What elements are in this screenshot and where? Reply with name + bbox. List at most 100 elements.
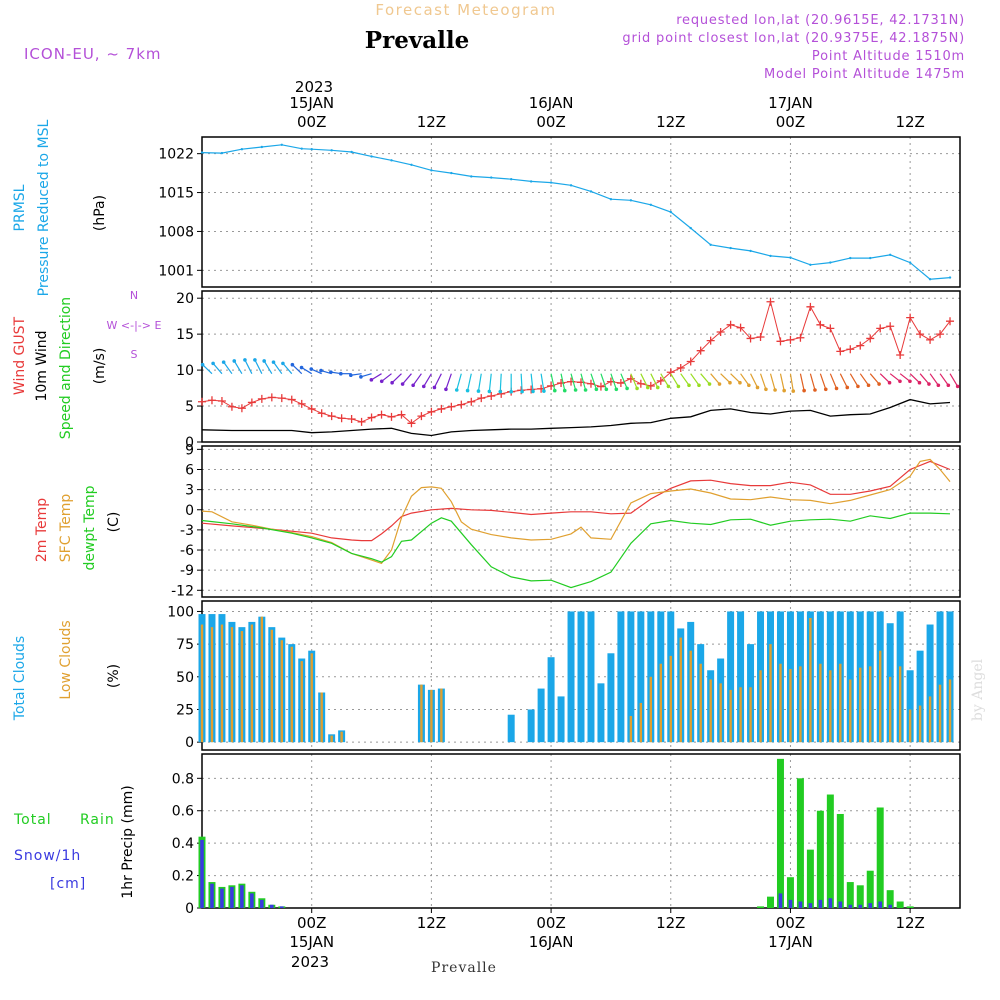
wind-barb-head xyxy=(717,382,722,386)
y-tick-label: 0 xyxy=(185,901,194,917)
label-pressure-unit: (hPa) xyxy=(92,195,108,231)
compass-s: S xyxy=(131,348,138,361)
wind-gust-point xyxy=(557,379,566,388)
wind-barb xyxy=(889,373,901,382)
cloud-total-bar xyxy=(577,611,585,743)
wind-gust-point xyxy=(387,412,396,421)
y-tick-label: -6 xyxy=(180,543,194,559)
top-day-label: 16JAN xyxy=(529,94,574,112)
pressure-point xyxy=(450,171,453,175)
wind-barb xyxy=(610,373,617,390)
wind-barb xyxy=(244,359,253,374)
precip-total-bar xyxy=(767,896,774,908)
pressure-point xyxy=(709,243,712,246)
model-altitude: Model Point Altitude 1475m xyxy=(764,67,965,82)
pressure-point xyxy=(809,263,812,266)
wind-gust-point xyxy=(437,404,446,413)
wind-barb xyxy=(202,364,213,375)
precip-total-bar xyxy=(806,849,814,908)
wind-barb-head xyxy=(562,388,567,393)
pressure-point xyxy=(310,148,313,151)
wind-barb-head xyxy=(520,389,524,394)
wind-gust-point xyxy=(287,395,296,404)
wind-barb xyxy=(949,373,959,387)
wind-barb xyxy=(680,373,690,386)
top-tick-label: 00Z xyxy=(297,113,326,131)
wind-gust-point xyxy=(367,413,376,422)
temp-dew-line xyxy=(201,512,951,589)
y-tick-label: 0.2 xyxy=(172,869,194,885)
wind-gust-point xyxy=(487,391,496,400)
footer-location: Prevalle xyxy=(431,960,497,976)
snow-bar xyxy=(838,901,843,908)
wind-barb xyxy=(301,367,313,375)
wind-barb-head xyxy=(676,384,681,389)
pressure-line xyxy=(201,144,951,280)
cloud-low-bar xyxy=(859,667,862,743)
bottom-day-label: 17JAN xyxy=(768,933,813,951)
wind-barb-head xyxy=(509,389,513,394)
wind-barb xyxy=(570,373,577,391)
pressure-point xyxy=(350,150,353,154)
wind-gust-point xyxy=(477,394,486,403)
snow-bar xyxy=(220,888,224,908)
wind-barb xyxy=(620,373,628,389)
y-tick-label: 75 xyxy=(176,637,194,653)
wind-gust-point xyxy=(596,382,605,391)
cloud-low-bar xyxy=(659,663,662,743)
label-wind-dir: Speed and Direction xyxy=(58,297,74,439)
wind-gust-point xyxy=(866,334,875,343)
bottom-day-label: 15JAN xyxy=(289,933,334,951)
cloud-low-bar xyxy=(310,653,313,743)
pressure-point xyxy=(888,253,892,256)
wind-barb-head xyxy=(281,361,285,366)
wind-gust-point xyxy=(786,335,795,344)
top-tick-label: 12Z xyxy=(895,113,924,131)
wind-barb xyxy=(488,373,492,392)
wind-barb-head xyxy=(845,385,850,390)
wind-barb xyxy=(849,373,859,387)
cloud-total-bar xyxy=(727,611,735,743)
wind-gust-point xyxy=(936,330,945,339)
cloud-total-bar xyxy=(587,611,595,743)
y-tick-label: 10 xyxy=(176,363,194,379)
wind-gust-point xyxy=(856,341,865,350)
wind-barb-head xyxy=(583,388,588,392)
wind-gust-point xyxy=(198,397,206,406)
wind-barb xyxy=(600,373,607,390)
cloud-low-bar xyxy=(320,692,323,743)
bottom-day-label: 16JAN xyxy=(529,933,574,951)
cloud-total-bar xyxy=(946,611,954,743)
pressure-point xyxy=(300,147,303,150)
wind-barb-head xyxy=(738,380,742,385)
wind-barb xyxy=(660,373,669,387)
wind-barb-head xyxy=(421,384,426,389)
wind-barb-head xyxy=(319,368,323,373)
wind-barb xyxy=(263,360,273,374)
y-tick-label: 0.8 xyxy=(172,771,194,787)
cloud-low-bar xyxy=(869,666,872,743)
watermark: by Angel xyxy=(970,658,986,721)
y-tick-label: 15 xyxy=(176,327,194,343)
precip-total-bar xyxy=(856,885,864,908)
label-precip-unit: 1hr Precip (mm) xyxy=(120,785,136,898)
cloud-total-bar xyxy=(507,714,515,743)
precip-total-bar xyxy=(846,882,854,908)
y-tick-label: 1022 xyxy=(158,147,194,163)
wind-barb xyxy=(282,362,293,375)
wind-gust-point xyxy=(207,396,216,405)
wind-barb xyxy=(730,373,741,384)
snow-bar xyxy=(210,883,214,908)
pressure-point xyxy=(410,163,413,166)
wind-gust-point xyxy=(806,302,815,311)
pressure-point xyxy=(649,203,653,206)
snow-bar xyxy=(788,899,793,908)
precip-total-bar xyxy=(876,807,884,908)
wind-gust-point xyxy=(946,317,955,326)
label-2m-temp: 2m Temp xyxy=(34,498,50,562)
wind-barb-head xyxy=(200,362,205,367)
pressure-point xyxy=(869,256,872,260)
cloud-low-bar xyxy=(769,644,772,743)
wind-barb xyxy=(445,373,452,390)
pressure-point xyxy=(569,184,573,187)
